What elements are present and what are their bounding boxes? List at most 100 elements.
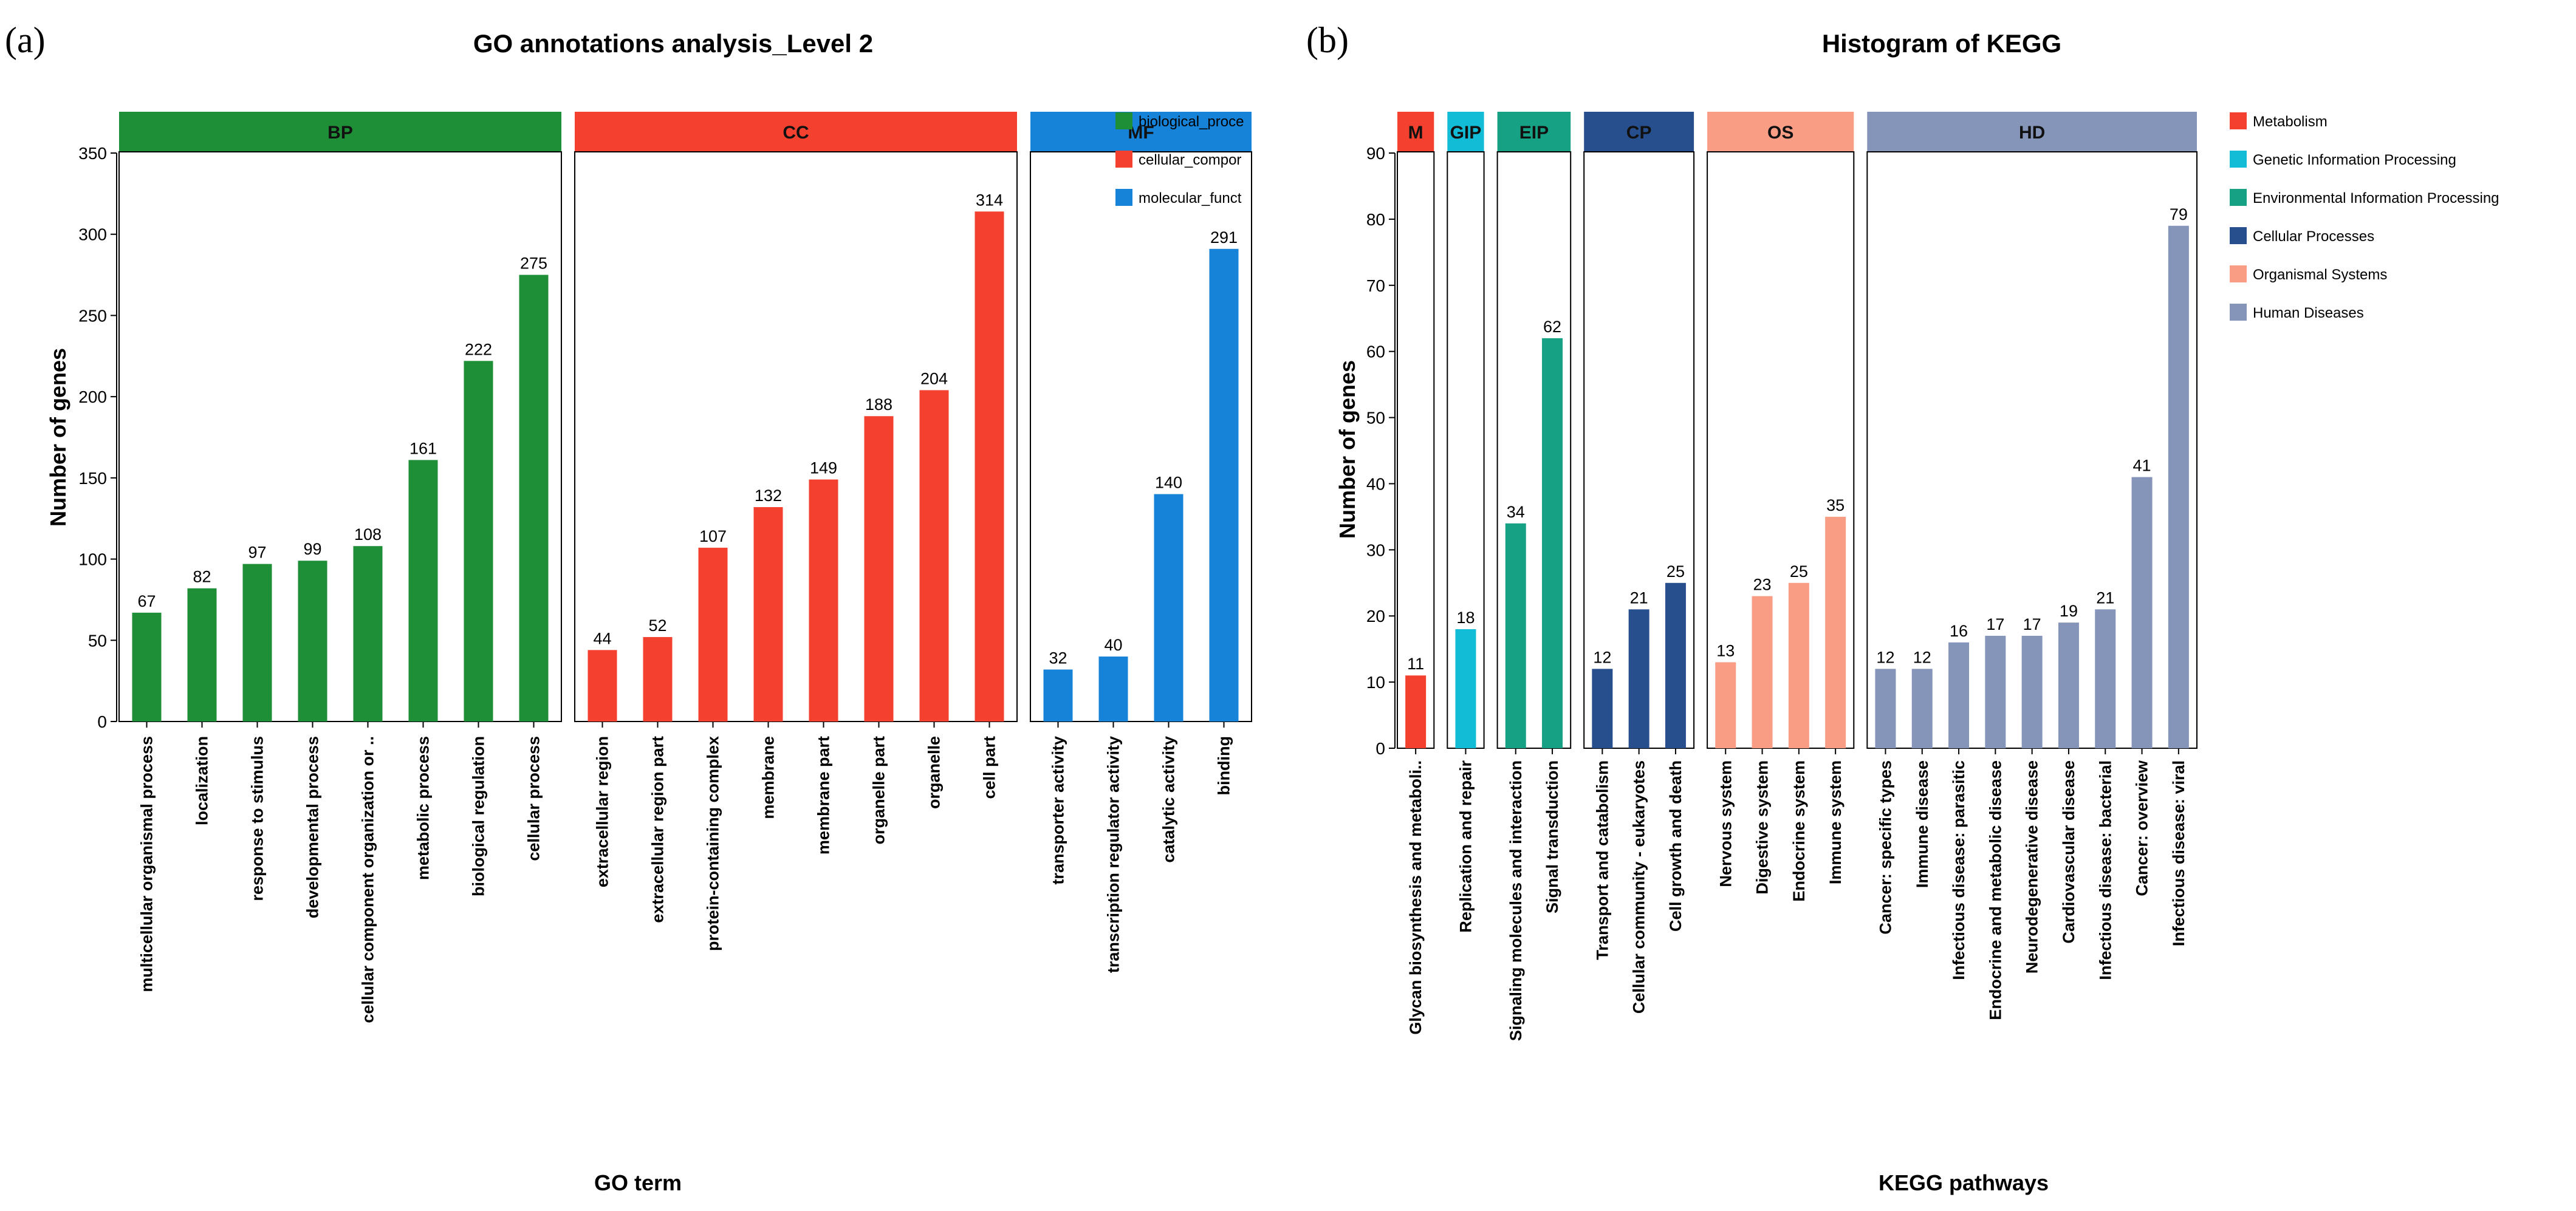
- y-tick-label: 20: [1366, 607, 1385, 626]
- bar-multicellular-organismal-process: [132, 612, 162, 721]
- value-label-signal-transduction: 62: [1543, 318, 1561, 336]
- value-label-response-to-stimulus: 97: [248, 544, 266, 562]
- value-label-cellular-community-eukaryotes: 21: [1630, 588, 1648, 607]
- facet-strip-label-cp: CP: [1626, 123, 1652, 143]
- value-label-membrane-part: 149: [810, 459, 837, 477]
- value-label-infectious-disease-parasitic: 16: [1950, 622, 1968, 640]
- category-label-protein-containing-complex: protein-containing complex: [704, 736, 722, 951]
- y-axis-label: Number of genes: [46, 348, 70, 527]
- value-label-infectious-disease-viral: 79: [2170, 205, 2188, 223]
- facet-strip-label-cc: CC: [783, 123, 809, 143]
- y-tick-label: 60: [1366, 343, 1385, 361]
- y-tick-label: 30: [1366, 541, 1385, 559]
- bar-cell-growth-and-death: [1665, 582, 1686, 748]
- category-label-transporter-activity: transporter activity: [1049, 736, 1067, 885]
- bar-developmental-process: [298, 561, 327, 721]
- value-label-multicellular-organismal-process: 67: [137, 592, 156, 610]
- bar-cellular-community-eukaryotes: [1628, 609, 1649, 748]
- chart-title: Histogram of KEGG: [1822, 29, 2061, 58]
- legend-swatch-molecular-funct: [1115, 189, 1132, 206]
- x-axis-label: KEGG pathways: [1879, 1170, 2049, 1195]
- bar-cancer-overview: [2131, 477, 2153, 748]
- legend-entry-cellular-processes: Cellular Processes: [2253, 228, 2374, 245]
- legend-entry-organismal-systems: Organismal Systems: [2253, 267, 2387, 283]
- value-label-glycan-biosynthesis-and-metaboli: 11: [1407, 655, 1424, 673]
- facet-strip-cc: [575, 112, 1017, 152]
- legend-entry-cellular-compor: cellular_compor: [1139, 152, 1241, 168]
- category-label-endocrine-and-metabolic-disease: Endocrine and metabolic disease: [1986, 760, 2004, 1020]
- value-label-metabolic-process: 161: [409, 439, 437, 457]
- value-label-immune-disease: 12: [1913, 648, 1931, 666]
- category-label-cancer-overview: Cancer: overview: [2133, 760, 2151, 896]
- category-label-cellular-component-organization-or: cellular component organization or ..: [359, 736, 377, 1023]
- value-label-cellular-component-organization-or: 108: [354, 525, 382, 544]
- value-label-membrane: 132: [755, 486, 782, 505]
- category-label-cellular-process: cellular process: [525, 736, 543, 861]
- bar-cell-part: [975, 211, 1004, 721]
- bar-infectious-disease-viral: [2168, 225, 2189, 748]
- value-label-immune-system: 35: [1826, 496, 1845, 514]
- bar-metabolic-process: [408, 460, 438, 721]
- category-label-immune-disease: Immune disease: [1913, 760, 1931, 888]
- facet-strip-label-hd: HD: [2019, 123, 2045, 143]
- category-label-transcription-regulator-activity: transcription regulator activity: [1105, 736, 1123, 973]
- y-tick-label: 150: [78, 469, 107, 488]
- legend-swatch-biological-proce: [1115, 112, 1132, 129]
- category-label-infectious-disease-parasitic: Infectious disease: parasitic: [1950, 760, 1968, 980]
- category-label-response-to-stimulus: response to stimulus: [248, 736, 267, 901]
- legend-entry-molecular-funct: molecular_funct: [1139, 190, 1242, 206]
- category-label-cell-growth-and-death: Cell growth and death: [1667, 760, 1685, 932]
- category-label-extracellular-region-part: extracellular region part: [649, 736, 667, 923]
- chart-title: GO annotations analysis_Level 2: [473, 29, 873, 58]
- value-label-cell-growth-and-death: 25: [1667, 562, 1685, 581]
- category-label-nervous-system: Nervous system: [1716, 760, 1735, 887]
- legend-entry-biological-proce: biological_proce: [1139, 114, 1244, 130]
- value-label-cancer-overview: 41: [2133, 457, 2151, 475]
- value-label-transcription-regulator-activity: 40: [1104, 636, 1122, 654]
- value-label-localization: 82: [193, 568, 211, 586]
- bar-organelle: [919, 390, 949, 721]
- y-tick-label: 0: [1375, 739, 1385, 758]
- bar-biological-regulation: [464, 361, 493, 721]
- bar-nervous-system: [1715, 662, 1736, 748]
- facet-panel-os: [1707, 151, 1855, 749]
- value-label-signaling-molecules-and-interaction: 34: [1507, 503, 1525, 521]
- value-label-cancer-specific-types: 12: [1876, 648, 1894, 666]
- value-label-endocrine-and-metabolic-disease: 17: [1986, 615, 2004, 633]
- category-label-organelle-part: organelle part: [870, 736, 888, 845]
- legend-swatch-organismal-systems: [2230, 265, 2247, 282]
- bar-endocrine-and-metabolic-disease: [1985, 635, 2006, 748]
- bar-transcription-regulator-activity: [1098, 657, 1128, 721]
- facet-strip-gip: [1447, 112, 1484, 152]
- y-tick-label: 200: [78, 387, 107, 406]
- category-label-extracellular-region: extracellular region: [594, 736, 612, 887]
- bar-immune-disease: [1911, 669, 1933, 748]
- panel-label-b: (b): [1306, 20, 1349, 60]
- y-tick-label: 90: [1366, 144, 1385, 163]
- bar-binding: [1209, 248, 1239, 722]
- bar-replication-and-repair: [1455, 629, 1476, 748]
- y-tick-label: 80: [1366, 210, 1385, 229]
- value-label-cell-part: 314: [976, 191, 1003, 209]
- bar-infectious-disease-parasitic: [1948, 642, 1970, 748]
- bar-cellular-component-organization-or: [353, 546, 383, 721]
- category-label-immune-system: Immune system: [1826, 760, 1845, 884]
- facet-strip-mf: [1030, 112, 1252, 152]
- category-label-cell-part: cell part: [981, 736, 999, 799]
- bar-glycan-biosynthesis-and-metaboli: [1405, 675, 1427, 748]
- facet-strip-label-bp: BP: [327, 123, 353, 143]
- y-tick-label: 100: [78, 550, 107, 569]
- facet-strip-bp: [119, 112, 561, 152]
- value-label-protein-containing-complex: 107: [699, 527, 727, 545]
- legend-entry-metabolism: Metabolism: [2253, 114, 2328, 130]
- y-tick-label: 50: [1366, 409, 1385, 428]
- bar-endocrine-system: [1788, 582, 1809, 748]
- value-label-replication-and-repair: 18: [1456, 609, 1475, 627]
- facet-panel-eip: [1496, 151, 1572, 749]
- value-label-digestive-system: 23: [1753, 576, 1772, 594]
- legend-entry-human-diseases: Human Diseases: [2253, 305, 2364, 321]
- value-label-endocrine-system: 25: [1790, 562, 1808, 581]
- value-label-cellular-process: 275: [520, 254, 547, 273]
- value-label-nervous-system: 13: [1716, 641, 1735, 660]
- y-tick-label: 300: [78, 225, 107, 244]
